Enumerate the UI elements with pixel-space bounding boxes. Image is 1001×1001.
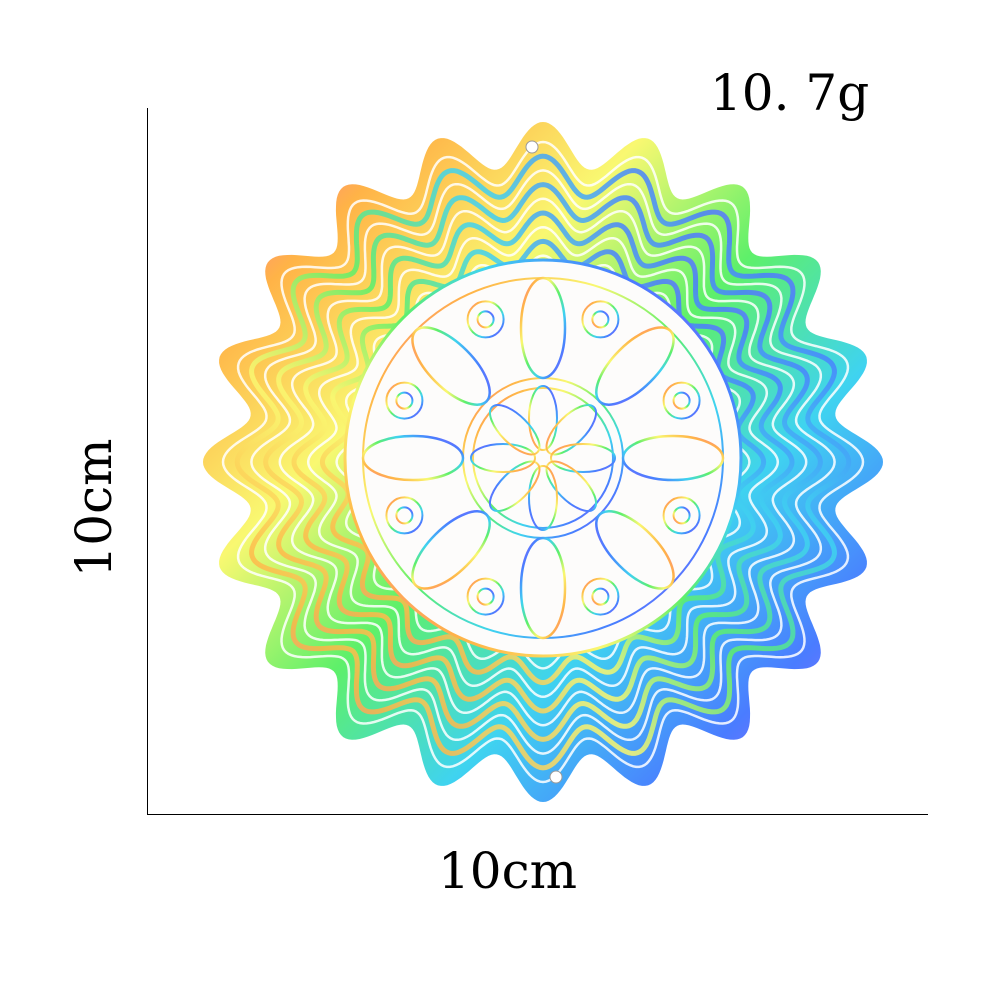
weight-label: 10. 7g <box>710 64 870 122</box>
mandala-detail <box>545 460 597 512</box>
mandala-detail <box>549 770 563 784</box>
spinner-ring <box>221 140 865 784</box>
mandala-detail <box>385 381 424 420</box>
mandala-detail <box>361 434 465 482</box>
mandala-detail <box>519 276 567 380</box>
spinner-ring <box>278 197 808 727</box>
mandala-detail <box>476 587 495 606</box>
mandala-detail <box>470 443 536 473</box>
mandala-detail <box>472 387 614 529</box>
mandala-detail <box>595 510 675 590</box>
height-dimension-line <box>147 108 148 815</box>
mandala-center <box>343 258 743 658</box>
mandala-detail <box>411 510 491 590</box>
mandala-detail <box>489 404 541 456</box>
mandala-detail <box>581 577 620 616</box>
mandala-detail <box>411 326 491 406</box>
mandala-detail <box>466 300 505 339</box>
mandala-detail <box>519 536 567 640</box>
width-label: 10cm <box>438 842 578 900</box>
mandala-detail <box>662 496 701 535</box>
mandala-detail <box>591 310 610 329</box>
mandala-detail <box>466 577 505 616</box>
mandala-detail <box>672 506 691 525</box>
width-dimension-line <box>147 814 928 815</box>
mandala-detail <box>672 391 691 410</box>
mandala-detail <box>595 326 675 406</box>
mandala-detail <box>662 381 701 420</box>
mandala-detail <box>528 465 558 531</box>
spinner-ring <box>291 210 795 714</box>
mandala-detail <box>525 140 539 154</box>
mandala-detail <box>489 460 541 512</box>
mandala-detail <box>395 391 414 410</box>
spinner-ring <box>234 153 852 771</box>
mandala-detail <box>385 496 424 535</box>
mandala-detail <box>550 443 616 473</box>
spinner-ring <box>306 225 780 699</box>
spinner-ring <box>250 169 836 755</box>
mandala-detail <box>528 385 558 451</box>
mandala-detail <box>591 587 610 606</box>
spinner-ring <box>319 238 767 686</box>
mandala-detail <box>395 506 414 525</box>
mandala-detail <box>581 300 620 339</box>
spinner-ring <box>263 182 823 742</box>
mandala-detail <box>621 434 725 482</box>
mandala-detail <box>476 310 495 329</box>
mandala-detail <box>545 404 597 456</box>
